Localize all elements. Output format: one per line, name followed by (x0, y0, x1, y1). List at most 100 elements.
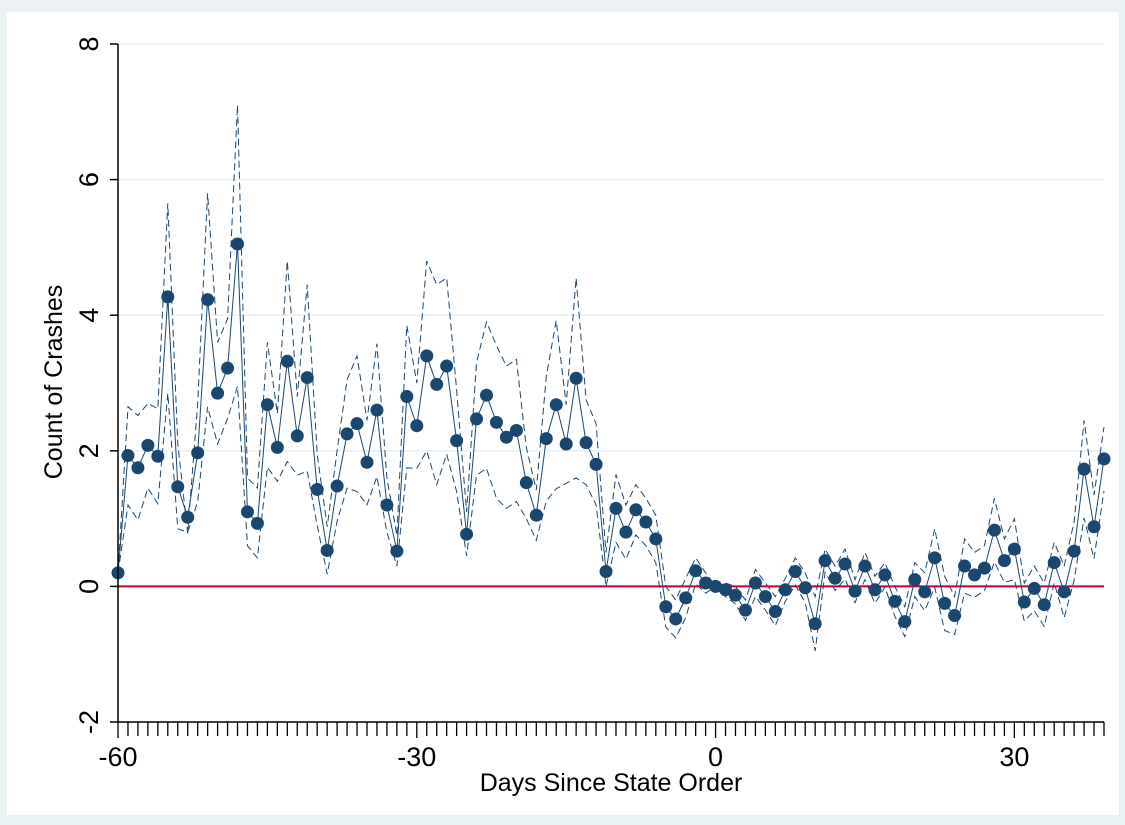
data-point (699, 576, 713, 590)
data-point (360, 455, 374, 469)
data-point (1027, 581, 1041, 595)
data-point (968, 568, 982, 582)
ci-lower-line (117, 386, 1105, 651)
data-point (250, 516, 264, 530)
plot-background (7, 12, 1119, 815)
data-point (410, 419, 424, 433)
data-point (221, 361, 235, 375)
data-point (340, 427, 354, 441)
confidence-band (117, 104, 1105, 651)
data-point (430, 377, 444, 391)
data-point (958, 559, 972, 573)
data-point (709, 579, 723, 593)
data-point (659, 600, 673, 614)
data-point (788, 564, 802, 578)
data-point (280, 354, 294, 368)
data-point (997, 554, 1011, 568)
data-point (450, 434, 464, 448)
data-point (758, 590, 772, 604)
data-points (111, 237, 1111, 631)
data-point (191, 446, 205, 460)
data-point (589, 457, 603, 471)
data-point (1017, 595, 1031, 609)
data-point (151, 449, 165, 463)
data-point (689, 564, 703, 578)
data-point (350, 417, 364, 431)
data-point (260, 398, 274, 412)
data-point (569, 371, 583, 385)
y-tick-label: 6 (74, 172, 104, 187)
data-point (768, 604, 782, 618)
data-point (460, 527, 474, 541)
data-point (310, 482, 324, 496)
y-tick-label: -2 (74, 710, 104, 734)
data-point (300, 371, 314, 385)
data-point (599, 564, 613, 578)
data-point (619, 525, 633, 539)
data-point (629, 503, 643, 517)
data-point (798, 581, 812, 595)
data-point (539, 432, 553, 446)
data-point (669, 612, 683, 626)
y-tick-label: 8 (74, 36, 104, 51)
data-point (1067, 544, 1081, 558)
data-point (977, 561, 991, 575)
data-point (121, 449, 135, 463)
data-point (1077, 462, 1091, 476)
data-point (848, 584, 862, 598)
data-point (470, 412, 484, 426)
data-point (211, 386, 225, 400)
data-point (480, 388, 494, 402)
data-point (748, 576, 762, 590)
data-point (649, 532, 663, 546)
data-point (888, 594, 902, 608)
data-point (489, 415, 503, 429)
x-tick-label: -30 (397, 742, 436, 772)
data-point (240, 505, 254, 519)
data-point (370, 403, 384, 417)
y-axis-title: Count of Crashes (40, 285, 68, 480)
data-point (390, 544, 404, 558)
data-point (559, 437, 573, 451)
data-point (579, 436, 593, 450)
x-tick-label: 0 (708, 742, 723, 772)
data-point (818, 554, 832, 568)
data-point (639, 515, 653, 529)
data-point (1007, 542, 1021, 556)
data-point (330, 479, 344, 493)
data-point (529, 508, 543, 522)
data-point (938, 596, 952, 610)
x-tick-label: 30 (999, 742, 1029, 772)
data-point (290, 429, 304, 443)
data-point (609, 501, 623, 515)
data-point (948, 609, 962, 623)
data-point (519, 476, 533, 490)
data-point (679, 591, 693, 605)
data-point (270, 440, 284, 454)
data-point (420, 349, 434, 363)
data-point (400, 390, 414, 404)
data-point (1097, 452, 1111, 466)
data-point (1087, 520, 1101, 534)
data-point (380, 498, 394, 512)
data-point (509, 423, 523, 437)
x-axis-title: Days Since State Order (480, 769, 743, 797)
x-tick-label: -60 (98, 742, 137, 772)
data-point (738, 603, 752, 617)
data-point (440, 359, 454, 373)
y-tick-label: 4 (74, 308, 104, 323)
data-point (908, 573, 922, 587)
data-point (878, 568, 892, 582)
data-point (838, 557, 852, 571)
series-line (117, 243, 1105, 624)
data-point (161, 290, 175, 304)
data-point (928, 551, 942, 565)
data-point (201, 293, 215, 307)
data-point (131, 461, 145, 475)
data-point (858, 559, 872, 573)
data-point (778, 583, 792, 597)
y-tick-label: 2 (74, 443, 104, 458)
data-point (549, 398, 563, 412)
data-point (320, 543, 334, 557)
